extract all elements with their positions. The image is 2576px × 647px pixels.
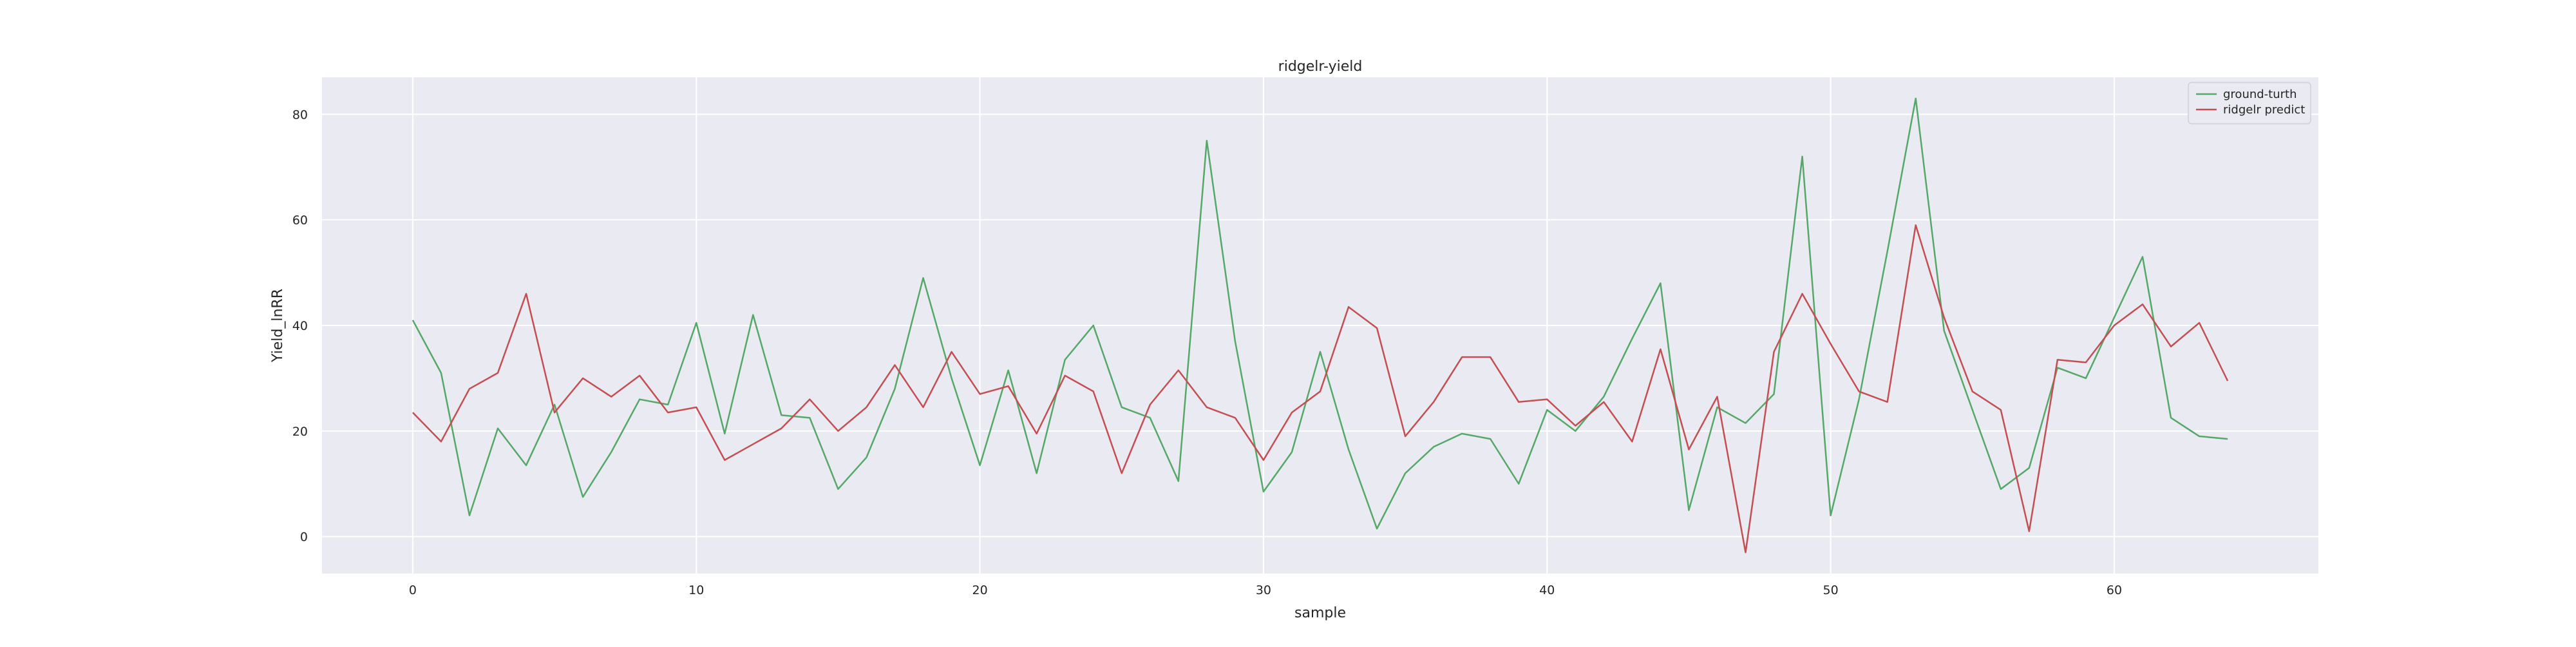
y-axis-label: Yield_lnRR: [270, 289, 286, 363]
y-tick-label: 40: [292, 319, 308, 333]
legend-box: [2188, 82, 2311, 124]
legend-label: ground-turth: [2223, 88, 2297, 101]
x-tick-label: 0: [409, 583, 417, 597]
y-tick-label: 80: [292, 108, 308, 122]
series-line-ground-turth: [412, 97, 2228, 530]
series-lines: [412, 97, 2229, 554]
y-axis-ticks: 0 20 40 60 80: [292, 108, 308, 544]
legend-label: ridgelr predict: [2223, 103, 2305, 117]
x-tick-label: 50: [1823, 583, 1839, 597]
chart-title: ridgelr-yield: [1278, 59, 1363, 75]
x-tick-label: 40: [1539, 583, 1555, 597]
x-tick-label: 10: [688, 583, 704, 597]
grid-lines: [322, 77, 2318, 574]
x-tick-label: 60: [2107, 583, 2122, 597]
y-tick-label: 0: [300, 530, 308, 545]
series-line-ridgelr-predict: [412, 224, 2229, 554]
x-tick-label: 20: [972, 583, 987, 597]
y-tick-label: 20: [292, 425, 308, 439]
x-tick-label: 30: [1256, 583, 1271, 597]
y-tick-label: 60: [292, 213, 308, 227]
legend: ground-turth ridgelr predict: [2188, 82, 2311, 124]
x-axis-ticks: 0 10 20 30 40 50 60: [409, 583, 2122, 597]
x-axis-label: sample: [1294, 605, 1346, 621]
